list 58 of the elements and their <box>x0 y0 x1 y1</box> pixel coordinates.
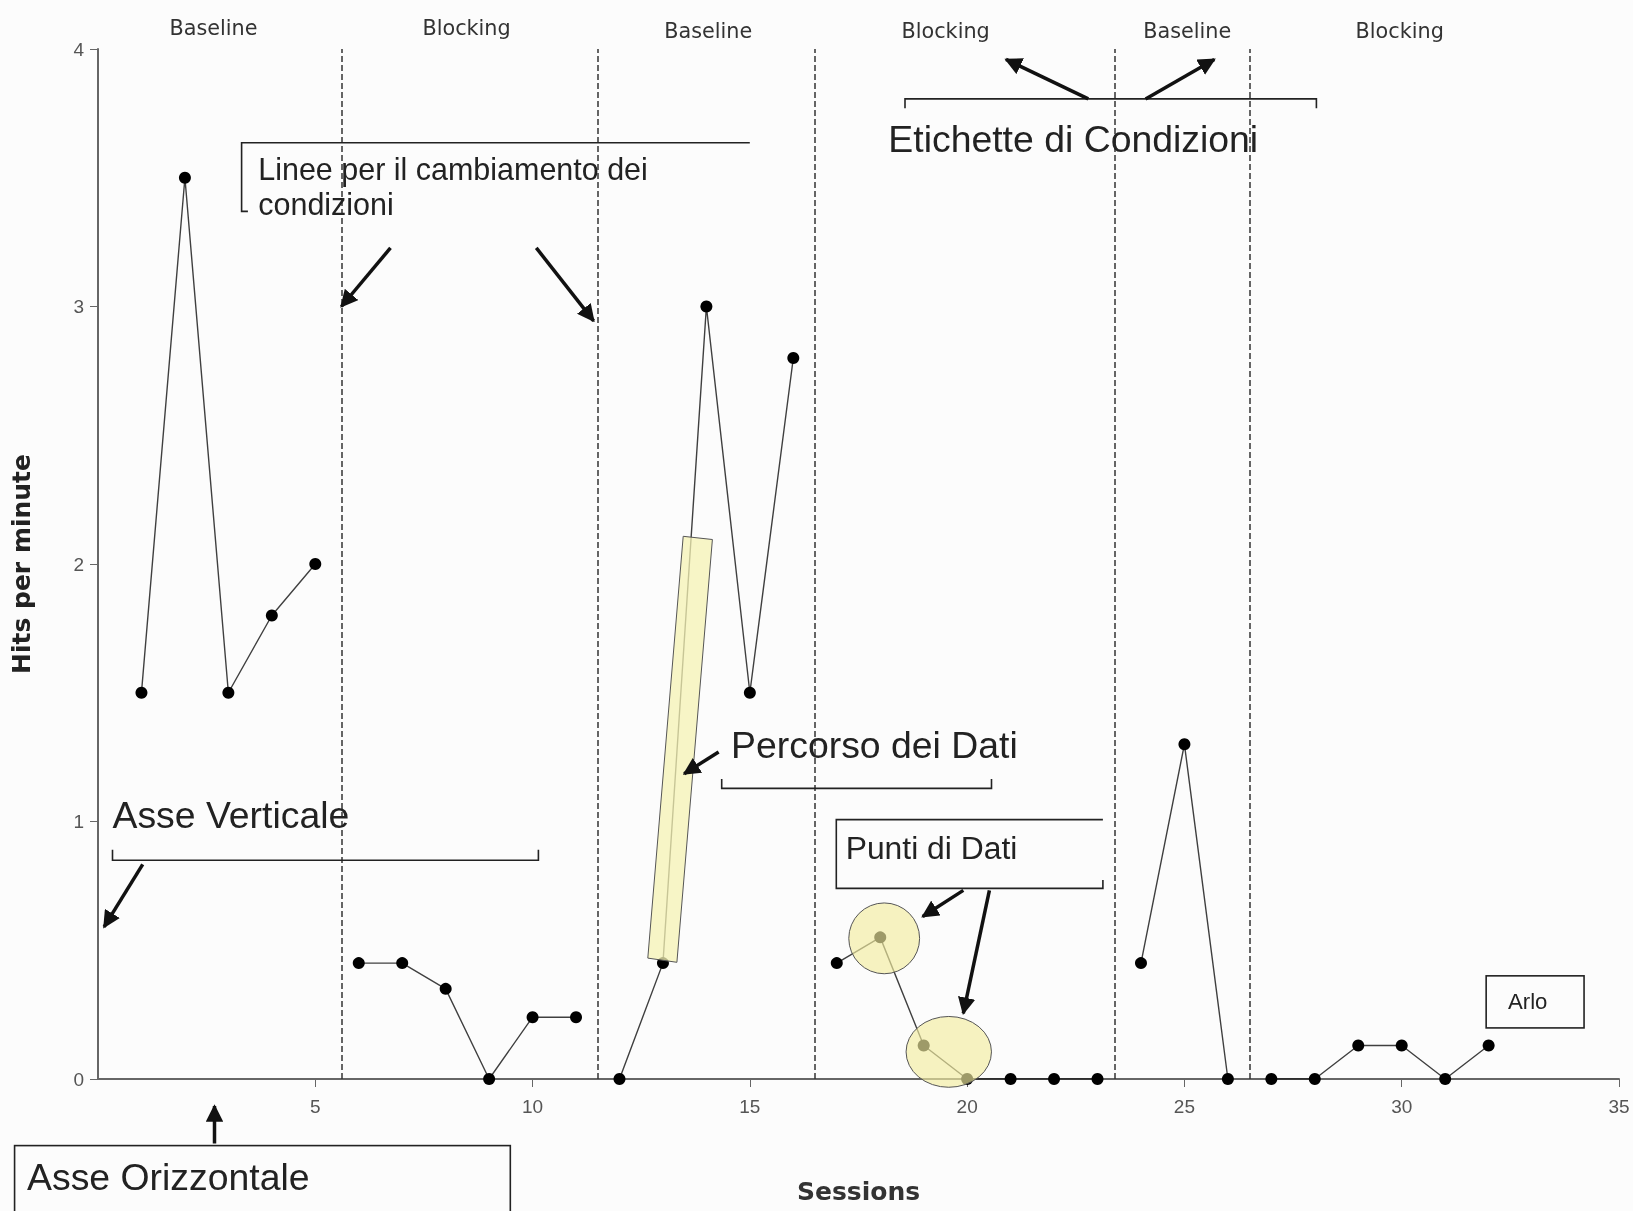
text: Baseline <box>664 19 753 45</box>
point <box>787 352 800 364</box>
point <box>1352 1039 1365 1052</box>
text: Blocking <box>422 16 511 42</box>
text: Blocking <box>901 19 990 45</box>
x-tick-label: 30 <box>1391 1096 1413 1117</box>
text: Blocking <box>1355 19 1444 45</box>
x-tick-label: 15 <box>739 1096 761 1117</box>
y-axis-title: Hits per minute <box>7 453 36 675</box>
point <box>1308 1073 1321 1085</box>
point <box>265 609 278 622</box>
annotation: Linee per il cambiamento dei condizioni <box>258 152 649 223</box>
point <box>917 1039 930 1052</box>
point <box>874 931 887 944</box>
x-tick-label: 10 <box>522 1096 544 1117</box>
point <box>135 686 148 699</box>
point <box>570 1011 583 1024</box>
point <box>1395 1039 1408 1052</box>
annotation: Etichette di Condizioni <box>888 117 1259 161</box>
point <box>1091 1073 1104 1085</box>
point <box>830 957 843 970</box>
point <box>1221 1073 1234 1085</box>
point <box>1439 1073 1452 1085</box>
x-tick-label: 35 <box>1608 1096 1630 1117</box>
point <box>613 1073 626 1085</box>
y-tick-label: 1 <box>73 811 84 832</box>
x-tick-label: 20 <box>956 1096 978 1117</box>
point <box>1178 738 1191 751</box>
point <box>700 300 713 313</box>
point <box>1134 957 1147 970</box>
y-tick-label: 2 <box>73 553 84 575</box>
x-tick-label: 5 <box>310 1096 321 1117</box>
point <box>483 1073 496 1085</box>
point <box>309 558 322 570</box>
point <box>526 1011 539 1024</box>
point <box>1265 1073 1278 1085</box>
point <box>1004 1073 1017 1085</box>
x-axis-title: Sessions <box>796 1177 921 1206</box>
point <box>1048 1073 1061 1085</box>
x-tick-label: 25 <box>1173 1096 1195 1117</box>
point <box>743 686 756 699</box>
annotation: Punti di Dati <box>845 830 1018 867</box>
point <box>352 957 365 970</box>
y-tick-label: 4 <box>73 38 85 60</box>
point <box>396 957 409 970</box>
point <box>439 982 452 995</box>
point <box>961 1073 974 1085</box>
text: Asse Orizzontale <box>27 1156 310 1200</box>
point <box>1482 1039 1495 1052</box>
y-tick-label: 0 <box>73 1068 84 1090</box>
annotation: Percorso dei Dati <box>731 723 1018 767</box>
text: Baseline <box>1143 19 1232 45</box>
y-tick-label: 3 <box>73 296 84 317</box>
point <box>178 171 191 184</box>
annotation: Arlo <box>1508 989 1548 1015</box>
point <box>222 686 235 699</box>
text: Baseline <box>169 16 258 42</box>
annotation: Asse Verticale <box>112 793 350 837</box>
